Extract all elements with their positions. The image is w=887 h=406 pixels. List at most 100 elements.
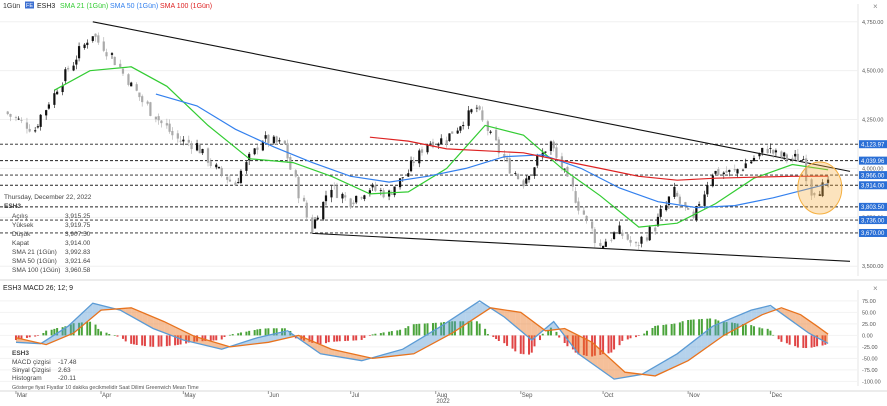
histogram-bar (709, 318, 712, 336)
macd-signal-fill (679, 347, 686, 365)
candle-body (714, 170, 717, 174)
candle-body (758, 153, 761, 157)
sma21-line (54, 66, 829, 228)
candle-body (431, 141, 435, 148)
histogram-bar (431, 323, 434, 336)
histogram-bar (363, 335, 366, 338)
candle-body (813, 192, 816, 196)
histogram-bar (335, 335, 338, 342)
histogram-bar (681, 321, 684, 336)
candle-body (168, 123, 171, 132)
macd-tick-label: -50.00 (862, 356, 878, 362)
trendlines (92, 21, 851, 262)
histogram-bar (324, 335, 327, 344)
histogram-bar (645, 330, 648, 336)
candle-body (341, 193, 344, 199)
histogram-bar (503, 335, 506, 344)
candle-body (305, 202, 308, 218)
candle-body (429, 143, 432, 145)
signal-legend-label: Sinyal Çizgisi (12, 367, 51, 374)
candle-body (703, 194, 706, 206)
histogram-bar (108, 333, 111, 336)
candle-body (141, 96, 144, 103)
price-tag-bg (859, 202, 887, 211)
histogram-bar (780, 335, 783, 342)
histogram-bar (486, 334, 489, 336)
candle-body (324, 195, 328, 202)
candle-body (398, 178, 402, 188)
price-tag-label: 3,670.00 (861, 231, 885, 237)
info-label-open: Açılış (12, 213, 29, 220)
histogram-bar (368, 335, 371, 336)
candle-body (311, 217, 314, 233)
histogram-bar (731, 322, 734, 336)
histogram-bar (788, 335, 791, 345)
candle-body (34, 130, 37, 132)
info-date: Thursday, December 22, 2022 (4, 194, 92, 201)
candle-body (234, 182, 237, 186)
macd-signal-fill (169, 324, 176, 337)
price-tag-label: 4,039.96 (861, 159, 885, 165)
histogram-bar (135, 335, 138, 345)
candle-body (77, 46, 81, 59)
candle-body (45, 110, 48, 116)
candle-body (297, 177, 300, 199)
candle-body (591, 221, 594, 229)
candle-body (426, 144, 429, 153)
histogram-bar (563, 335, 566, 344)
histogram-bar (327, 335, 330, 343)
close-macd-panel-icon[interactable]: × (873, 284, 878, 293)
histogram-bar (113, 335, 116, 336)
histogram-bar (706, 318, 709, 336)
price-tag-label: 4,123.97 (861, 142, 885, 148)
macd-signal-fill (498, 309, 505, 317)
macd-lines (15, 300, 829, 380)
macd-signal-fill (284, 331, 291, 339)
candle-body (313, 219, 317, 229)
candle-body (634, 241, 638, 244)
histogram-bar (64, 326, 67, 336)
macd-signal-fill (438, 324, 444, 341)
histogram-bar (506, 335, 509, 346)
histogram-bar (204, 335, 207, 341)
candle-body (637, 244, 640, 246)
macd-legend-label: MACD çizgisi (12, 359, 51, 366)
candle-body (698, 204, 701, 206)
x-axis-year: 2022 (436, 399, 450, 405)
macd-signal-fill (65, 323, 71, 337)
candle-body (226, 176, 229, 180)
candle-body (667, 196, 671, 206)
candle-body (536, 155, 539, 166)
histogram-bar (237, 333, 240, 336)
close-price-panel-icon[interactable]: × (873, 2, 878, 11)
histogram-bar (17, 335, 20, 340)
candle-body (91, 36, 94, 41)
histogram-bar (248, 330, 251, 336)
histogram-bar (772, 334, 775, 336)
candle-body (761, 147, 764, 153)
histogram-bar (174, 335, 177, 346)
histogram-bar (714, 319, 717, 336)
histogram-bar (426, 323, 429, 336)
histogram-bar (253, 330, 256, 336)
candle-body (217, 166, 221, 169)
histogram-bar (256, 329, 259, 336)
histogram-bar (121, 335, 124, 339)
macd-signal-fill (471, 302, 477, 321)
candle-body (549, 141, 553, 151)
month-label: Sep (522, 393, 533, 399)
macd-legend-value: -17.48 (58, 359, 77, 366)
candle-body (802, 159, 805, 160)
sma100-legend[interactable]: SMA 100 (1Gün) (160, 3, 212, 10)
sma50-legend[interactable]: SMA 50 (1Gün) (110, 3, 158, 10)
candle-body (752, 157, 756, 161)
histogram-bar (805, 335, 808, 349)
info-value-close: 3,914.00 (65, 240, 91, 247)
info-value-open: 3,915.25 (65, 213, 91, 220)
histogram-bar (492, 335, 495, 338)
histogram-bar (607, 335, 610, 354)
sma21-legend[interactable]: SMA 21 (1Gün) (60, 3, 108, 10)
histogram-bar (451, 321, 454, 336)
candle-body (497, 139, 500, 154)
candle-body (272, 136, 275, 144)
